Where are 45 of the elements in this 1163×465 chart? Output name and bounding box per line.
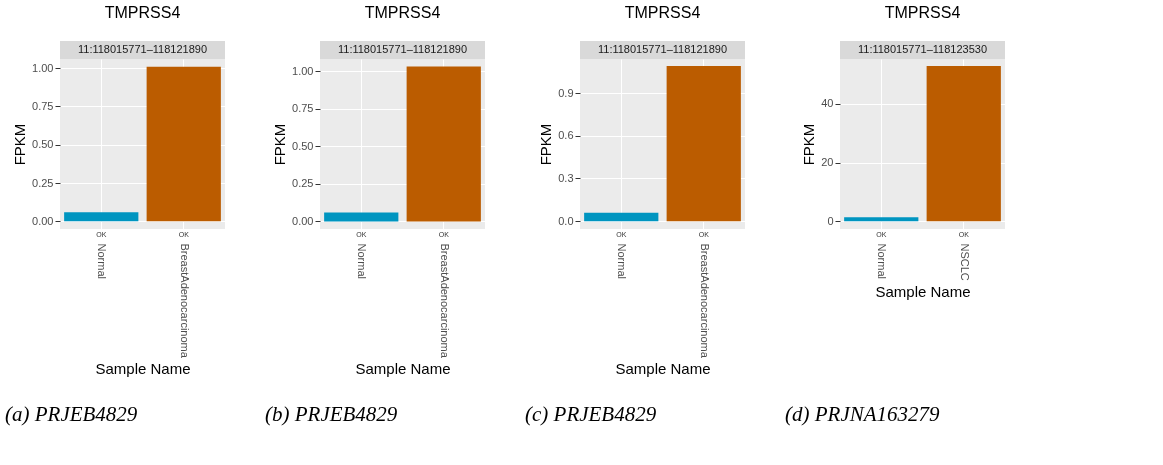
y-tick-label: 0.50 — [32, 138, 54, 151]
y-tick-label: 0.00 — [32, 214, 54, 227]
x-axis-title: Sample Name — [615, 359, 711, 377]
x-tick-label: Normal — [96, 243, 109, 279]
text: (b) PRJEB4829 — [265, 402, 398, 426]
y-axis-title: FPKM — [11, 123, 29, 166]
chart-subtitle: 11:118015771–118123530 — [857, 43, 988, 55]
y-tick-label: 0 — [827, 214, 834, 227]
y-tick-label: 0.75 — [292, 102, 314, 115]
y-tick-label: 1.00 — [32, 61, 54, 74]
y-tick-label: 0.75 — [32, 99, 54, 112]
x-axis-title: Sample Name — [875, 282, 971, 300]
chart-title: TMPRSS4 — [884, 4, 961, 21]
x-tick-label: Normal — [616, 243, 629, 279]
chart-subtitle: 11:118015771–118121890 — [597, 43, 728, 55]
x-tick-label: Normal — [356, 243, 369, 279]
y-tick-label: 0.25 — [32, 176, 54, 189]
y-tick-label: 0.6 — [558, 129, 574, 142]
y-axis-title: FPKM — [537, 123, 555, 166]
y-tick-label: 40 — [821, 97, 834, 110]
chart-title: TMPRSS4 — [624, 4, 701, 21]
x-tick-label: NSCLC — [958, 243, 971, 281]
x-tick-label: BreastAdenocarcinoma — [438, 243, 451, 359]
y-tick-label: 0.0 — [558, 214, 574, 227]
chart-subtitle: 11:118015771–118121890 — [337, 43, 468, 55]
y-tick-label: 0.50 — [292, 139, 314, 152]
text: (c) PRJEB4829 — [525, 402, 657, 426]
chart-title: TMPRSS4 — [104, 4, 181, 21]
y-tick-label: 1.00 — [292, 64, 314, 77]
x-tick-label: BreastAdenocarcinoma — [698, 243, 711, 359]
text: (d) PRJNA163279 — [785, 402, 941, 426]
y-axis-title: FPKM — [800, 123, 818, 166]
x-axis-title: Sample Name — [355, 359, 451, 377]
chart-subtitle: 11:118015771–118121890 — [77, 43, 208, 55]
y-axis-title: FPKM — [271, 123, 289, 166]
y-tick-label: 0.25 — [292, 177, 314, 190]
text: (a) PRJEB4829 — [5, 402, 138, 426]
y-tick-label: 0.3 — [558, 172, 574, 184]
chart-title: TMPRSS4 — [364, 4, 441, 21]
y-tick-label: 0.9 — [558, 86, 574, 99]
x-tick-label: Normal — [876, 243, 889, 279]
x-tick-label: BreastAdenocarcinoma — [178, 243, 191, 359]
y-tick-label: 20 — [821, 156, 834, 169]
y-tick-label: 0.00 — [292, 214, 314, 227]
x-axis-title: Sample Name — [95, 359, 191, 377]
